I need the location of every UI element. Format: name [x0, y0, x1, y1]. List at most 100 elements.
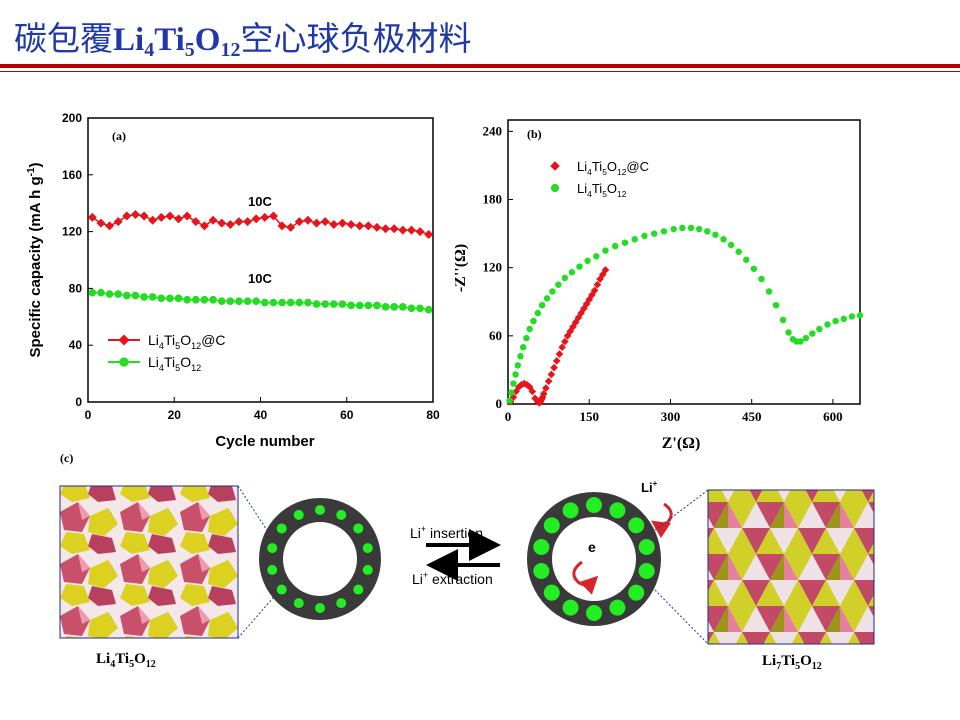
data-point	[596, 275, 604, 283]
y-tick-label: 160	[62, 168, 82, 182]
data-point	[148, 293, 157, 301]
data-point	[320, 217, 330, 227]
x-tick-label: 600	[823, 409, 843, 424]
li-site-dot	[628, 584, 645, 601]
data-point	[363, 221, 373, 231]
li-ion-arrow	[651, 502, 673, 539]
data-point	[140, 293, 148, 301]
data-point	[543, 295, 551, 302]
data-point	[508, 389, 515, 396]
data-point	[260, 212, 270, 222]
data-point	[96, 218, 106, 228]
data-point	[772, 301, 780, 309]
data-point	[424, 305, 433, 314]
data-point	[621, 239, 629, 246]
data-point	[252, 297, 261, 306]
data-point	[139, 211, 149, 221]
annotation-10c-bottom: 10C	[248, 271, 272, 286]
li-site-dot	[276, 584, 287, 595]
data-point	[785, 329, 792, 336]
data-point	[329, 300, 338, 308]
data-point	[824, 321, 831, 328]
legend-label: Li4Ti5O12	[577, 181, 627, 199]
data-point	[544, 377, 553, 386]
data-point	[848, 313, 856, 320]
li-site-dot	[353, 584, 364, 595]
legend-marker	[550, 183, 560, 193]
li-site-dot	[362, 564, 373, 575]
data-point	[105, 221, 115, 231]
electron-label: e	[588, 539, 596, 555]
data-point	[561, 337, 569, 346]
data-point	[802, 334, 810, 342]
data-point	[381, 303, 390, 311]
crystal-structure-left	[59, 485, 239, 639]
data-point	[547, 370, 556, 379]
data-point	[816, 325, 823, 333]
data-point	[295, 298, 304, 307]
li-site-dot	[362, 543, 373, 554]
data-point	[584, 257, 591, 265]
data-point	[506, 397, 513, 404]
panel-label: (c)	[60, 451, 73, 465]
data-point	[531, 394, 539, 403]
x-tick-label: 450	[742, 409, 762, 424]
x-tick-label: 0	[85, 408, 92, 422]
data-point	[312, 218, 322, 228]
data-point	[512, 371, 519, 378]
li-site-dot	[267, 543, 278, 554]
li-sites-empty	[267, 505, 373, 613]
data-point	[555, 281, 562, 288]
series-b	[506, 224, 864, 407]
annotation-10c-top: 10C	[248, 194, 272, 209]
data-point	[809, 330, 816, 337]
li-site-dot	[609, 502, 626, 519]
x-tick-label: 80	[426, 408, 440, 422]
data-point	[585, 295, 594, 304]
data-point	[390, 303, 399, 311]
zoom-line	[654, 589, 709, 645]
data-point	[381, 224, 391, 234]
title-rule-thin	[0, 71, 960, 72]
data-point	[389, 224, 399, 234]
schematic-panel-c: (c) Li+ insertion Li+ extraction e Li+	[59, 451, 875, 645]
data-point	[338, 300, 347, 308]
x-tick-label: 150	[579, 409, 599, 424]
data-point	[226, 297, 235, 306]
data-point	[183, 295, 192, 304]
data-point	[182, 211, 192, 221]
data-point	[552, 357, 561, 365]
legend-label: Li4Ti5O12@C	[148, 332, 226, 351]
data-point	[712, 231, 719, 238]
series-line	[91, 213, 429, 236]
data-point	[148, 215, 158, 225]
data-point	[130, 210, 140, 220]
data-point	[735, 248, 742, 256]
plot-frame	[507, 119, 861, 405]
chart-a: (a) 10C 10C Cycle number Specific capaci…	[26, 111, 440, 450]
data-point	[243, 297, 252, 306]
data-point	[779, 316, 787, 324]
insertion-label: Li+ insertion	[410, 524, 483, 541]
legend-label: Li4Ti5O12	[148, 354, 201, 373]
li-site-dot	[315, 603, 325, 613]
x-tick-label: 40	[254, 408, 268, 422]
panel-label: (a)	[112, 129, 126, 143]
li-site-dot	[586, 605, 602, 621]
data-point	[217, 218, 227, 228]
legend-marker	[118, 334, 130, 346]
zoom-line	[654, 489, 709, 531]
data-point	[576, 263, 583, 270]
data-point	[720, 236, 727, 243]
data-point	[131, 291, 140, 300]
data-point	[398, 303, 407, 311]
li-site-dot	[293, 509, 304, 520]
caption-li7ti5o12: Li7Ti5O12	[762, 653, 822, 672]
data-point	[312, 300, 321, 308]
data-point	[561, 274, 569, 282]
chart-b: (b) Z'(Ω) -Z''(Ω) 0 150 300 450 600 0 60 120 180…	[455, 119, 864, 452]
data-point	[174, 294, 183, 303]
data-point	[166, 294, 174, 303]
li-site-dot	[638, 563, 655, 580]
page-title: 碳包覆Li4Ti5O12空心球负极材料	[14, 19, 472, 61]
